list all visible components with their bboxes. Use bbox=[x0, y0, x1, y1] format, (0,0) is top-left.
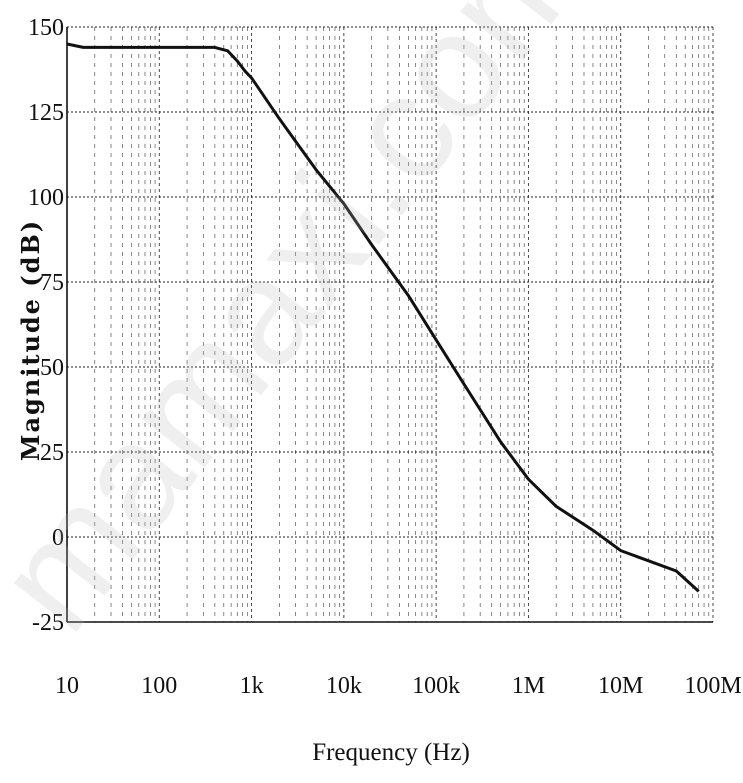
x-tick-label: 100 bbox=[141, 673, 177, 699]
y-tick-label: 150 bbox=[28, 15, 64, 41]
x-tick-label: 1M bbox=[512, 673, 545, 699]
y-tick-label: -25 bbox=[32, 610, 64, 636]
tick-labels: 10 100 1k 10k 100k 1M 10M 100M -25 0 25 50 75 100 125 1… bbox=[28, 15, 742, 699]
plot-series bbox=[66, 42, 700, 593]
y-tick-label: 75 bbox=[40, 270, 64, 296]
x-tick-label: 100M bbox=[684, 673, 741, 699]
x-axis-label: Frequency (Hz) bbox=[312, 739, 470, 766]
plot-frame bbox=[66, 27, 713, 623]
x-tick-label: 1k bbox=[240, 673, 264, 699]
x-tick-label: 10k bbox=[326, 673, 362, 699]
y-tick-label: 100 bbox=[28, 185, 64, 211]
x-tick-label: 10M bbox=[598, 673, 643, 699]
y-tick-label: 0 bbox=[52, 525, 64, 551]
y-tick-label: 125 bbox=[28, 100, 64, 126]
y-tick-label: 25 bbox=[40, 440, 64, 466]
watermark: mamaxi.com bbox=[0, 0, 619, 660]
plot-grid bbox=[66, 26, 714, 623]
x-tick-label: 100k bbox=[412, 673, 460, 699]
magnitude-curve bbox=[66, 42, 700, 593]
y-tick-label: 50 bbox=[40, 355, 64, 381]
x-tick-label: 10 bbox=[55, 673, 79, 699]
y-axis-label: Magnitude (dB) bbox=[16, 219, 45, 461]
